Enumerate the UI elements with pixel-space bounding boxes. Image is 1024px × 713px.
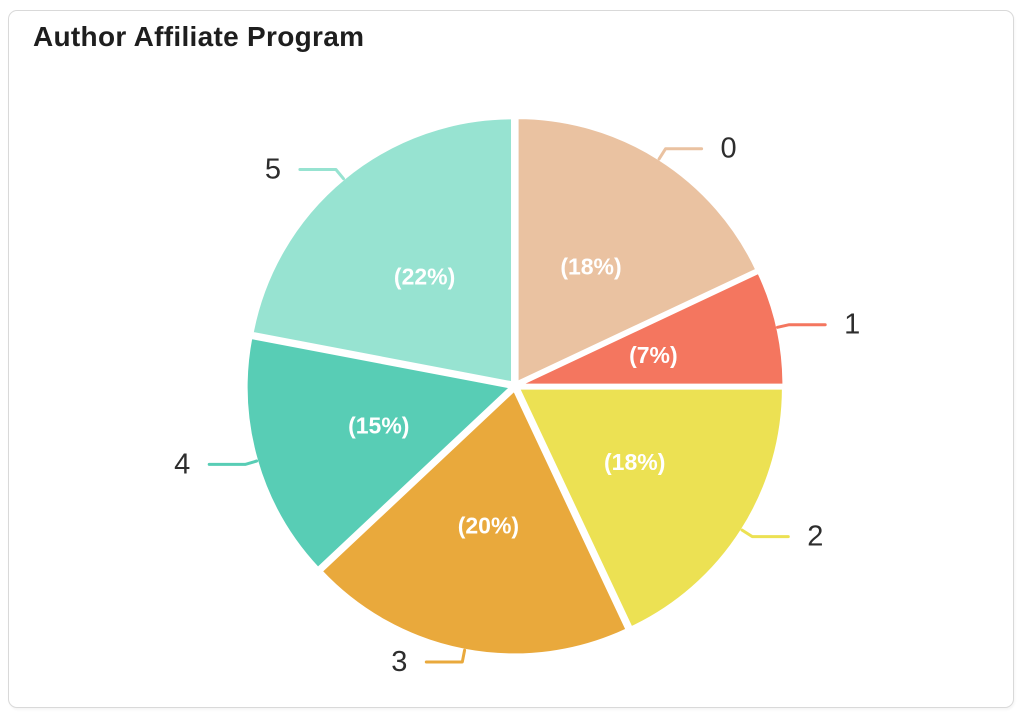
- slice-percent-label-5: (22%): [394, 264, 455, 290]
- pie-slice-5[interactable]: [250, 116, 514, 385]
- slice-category-label-2: 2: [807, 521, 823, 553]
- slice-percent-label-1: (7%): [629, 342, 678, 368]
- slice-percent-label-2: (18%): [604, 449, 665, 475]
- leader-line-1: [776, 323, 827, 329]
- slice-category-label-5: 5: [265, 154, 281, 186]
- slice-category-label-0: 0: [721, 133, 737, 165]
- leader-line-5: [298, 168, 345, 181]
- slice-percent-label-4: (15%): [348, 413, 409, 439]
- leader-line-2: [740, 528, 790, 539]
- chart-title: Author Affiliate Program: [33, 21, 365, 52]
- leader-line-4: [207, 459, 259, 466]
- leader-line-0: [657, 147, 704, 161]
- leader-line-3: [424, 648, 467, 664]
- slice-category-label-4: 4: [174, 448, 190, 480]
- slice-category-label-1: 1: [844, 309, 860, 341]
- slice-percent-label-3: (20%): [458, 512, 519, 538]
- slice-percent-label-0: (18%): [560, 253, 621, 279]
- slice-category-label-3: 3: [391, 646, 407, 678]
